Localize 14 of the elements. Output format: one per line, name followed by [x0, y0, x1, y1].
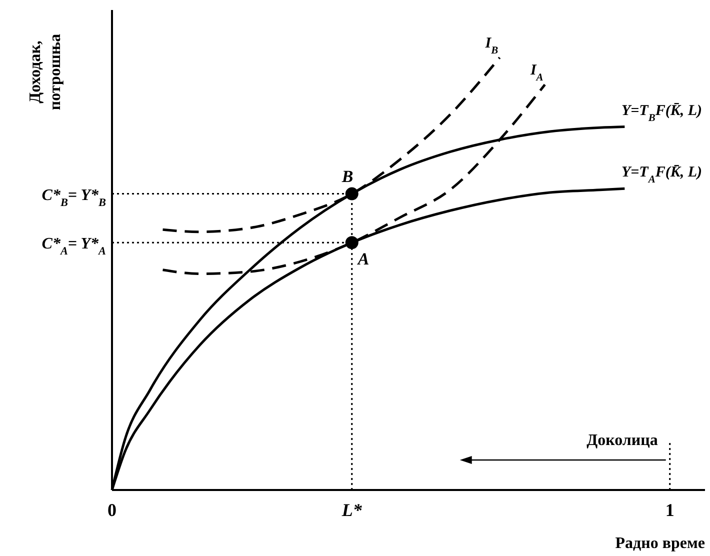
series-label: I$_{B}$: [484, 36, 498, 56]
x-axis-title: Радно време: [615, 535, 705, 552]
annotation: Доколица: [586, 432, 658, 449]
y-axis-title: Доходак, потрошња: [27, 34, 64, 110]
series-label: Y=T$_{A}$F(K̄, L): [621, 164, 702, 186]
x-tick-label: 1: [665, 500, 674, 520]
x-tick-label: 0: [108, 500, 116, 520]
ref-line-label: C*$_{B}$= Y*$_{B}$: [42, 186, 107, 209]
x-tick-label: L*: [340, 500, 363, 520]
ref-line-label: C*$_{A}$= Y*$_{A}$: [42, 236, 106, 258]
series-label: I$_{A}$: [529, 62, 544, 84]
annotation: B: [340, 166, 354, 186]
series-label: Y=T$_{B}$F(K̄, L): [621, 102, 702, 124]
annotation: A: [356, 250, 370, 269]
